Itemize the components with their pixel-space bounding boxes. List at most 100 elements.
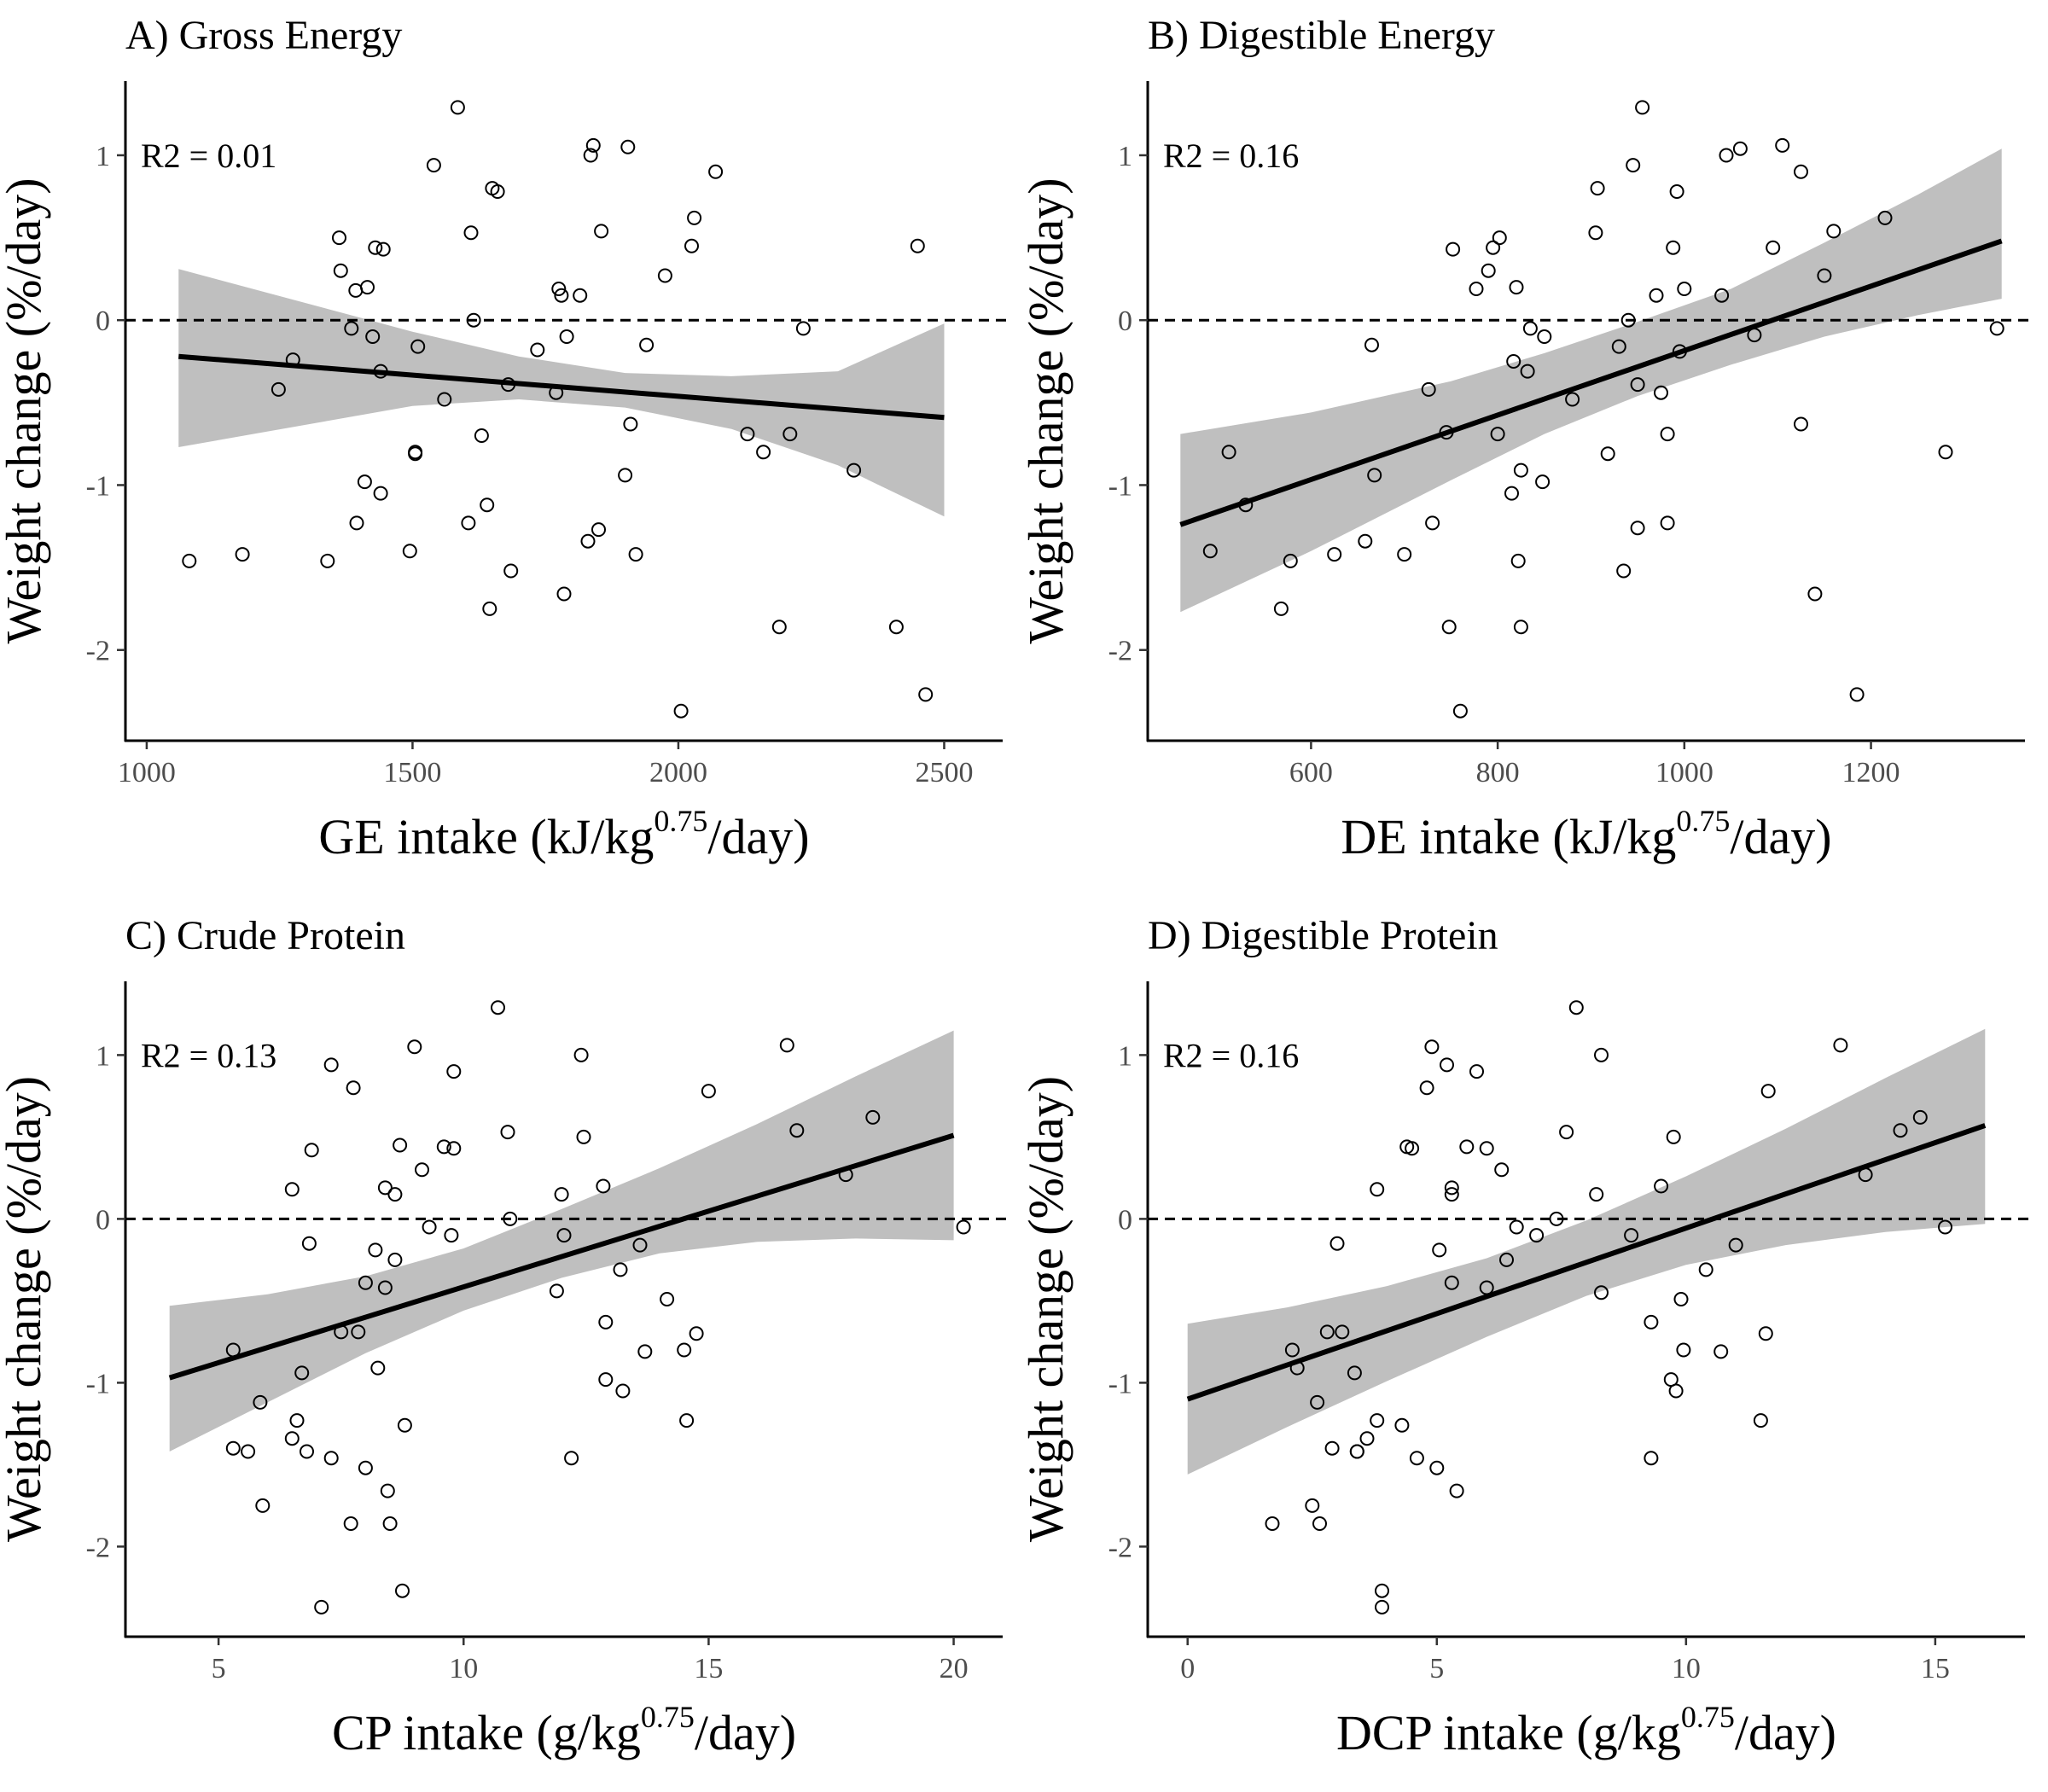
data-point (351, 1324, 366, 1340)
data-point (444, 1228, 459, 1243)
data-point (426, 158, 441, 173)
data-point (284, 1182, 300, 1197)
data-point (556, 586, 572, 602)
data-point (554, 1187, 569, 1202)
data-point (865, 1109, 881, 1125)
data-point (1594, 1047, 1609, 1062)
data-point (1760, 1084, 1776, 1099)
x-tick-label: 0 (1180, 1653, 1195, 1684)
data-point (679, 1413, 695, 1428)
x-tick-label: 15 (694, 1653, 723, 1684)
data-point (1499, 1252, 1514, 1267)
data-point (408, 446, 423, 462)
y-tick-label: -1 (1108, 470, 1132, 502)
panel-b: B) Digestible Energy -2 -1 0 1 600 800 1000 1200… (1018, 13, 2032, 864)
data-point (1728, 1237, 1743, 1253)
data-point (1938, 1219, 1952, 1235)
data-point (1424, 1039, 1440, 1055)
x-tick-label: 5 (1429, 1653, 1444, 1684)
panel-d-title: D) Digestible Protein (1148, 913, 1498, 958)
data-point (1672, 344, 1687, 359)
data-point (573, 288, 588, 303)
data-point (1766, 240, 1781, 255)
data-point (684, 238, 699, 253)
data-point (373, 486, 388, 501)
data-point (1513, 463, 1528, 478)
data-point (300, 1444, 314, 1459)
data-point (1364, 337, 1379, 352)
data-point (437, 392, 452, 407)
data-point (1513, 620, 1528, 635)
data-point (1989, 321, 2004, 336)
data-point (415, 1162, 429, 1178)
data-point (1833, 1038, 1848, 1053)
x-axis-title-main: DE intake (kJ/kg (1341, 809, 1676, 864)
data-point (1367, 468, 1382, 483)
data-point (1446, 241, 1461, 257)
data-point (463, 225, 479, 241)
data-point (1668, 1383, 1684, 1399)
data-point (1654, 1178, 1669, 1194)
data-point (1630, 377, 1645, 393)
data-point (368, 1242, 383, 1258)
data-point (284, 1431, 300, 1446)
data-point (1359, 1431, 1375, 1446)
data-point (956, 1219, 971, 1235)
data-point (491, 1000, 505, 1015)
y-tick-label: 0 (1118, 305, 1132, 337)
data-point (1807, 586, 1823, 602)
x-tick-label: 5 (212, 1653, 226, 1684)
r2-annotation: R2 = 0.16 (1163, 137, 1299, 175)
data-point (466, 312, 481, 328)
y-tick-label: 0 (96, 305, 110, 337)
data-point (436, 1139, 451, 1155)
x-axis-title: DCP intake (g/kg0.75/day) (1336, 1700, 1836, 1760)
data-point (689, 1326, 704, 1341)
data-point (1506, 354, 1521, 369)
y-tick-label: -2 (86, 1532, 110, 1563)
panel-a-title: A) Gross Energy (125, 13, 402, 58)
data-point (1319, 1324, 1335, 1340)
data-point (474, 428, 489, 443)
data-point (1202, 544, 1218, 559)
data-point (387, 1252, 403, 1267)
y-tick-label: -2 (1108, 1532, 1132, 1563)
data-point (289, 1413, 305, 1428)
data-point (241, 1444, 256, 1459)
data-point (1329, 1236, 1345, 1251)
data-point (1486, 240, 1501, 255)
data-point (255, 1498, 271, 1513)
data-point (1429, 1460, 1445, 1475)
data-point (375, 241, 391, 257)
data-point (1449, 1483, 1464, 1498)
data-point (1817, 268, 1832, 283)
data-point (677, 1342, 692, 1358)
data-point (1349, 1444, 1364, 1459)
data-point (1479, 1280, 1494, 1295)
data-point (576, 1129, 591, 1144)
data-point (838, 1167, 853, 1183)
panel-a: A) Gross Energy -2 -1 0 1 1000 1500 2000 2500 R2 … (0, 13, 1009, 864)
data-point (1912, 1109, 1928, 1125)
x-tick-label: 2500 (915, 757, 973, 788)
data-point (1520, 364, 1535, 379)
data-point (1444, 1275, 1459, 1290)
x-tick-label: 15 (1921, 1653, 1950, 1684)
x-tick-label: 800 (1476, 757, 1520, 788)
data-point (549, 1283, 564, 1299)
data-point (1649, 288, 1664, 303)
data-point (501, 377, 516, 393)
x-axis-title: CP intake (g/kg0.75/day) (332, 1700, 796, 1760)
x-tick-label: 1500 (383, 757, 441, 788)
data-point (918, 687, 934, 702)
data-point (1753, 1413, 1768, 1428)
data-point (1676, 1342, 1691, 1358)
data-point (1677, 282, 1692, 296)
data-point (673, 703, 689, 719)
data-point (1826, 224, 1841, 239)
regression-line (168, 1132, 955, 1381)
data-point (500, 1125, 515, 1140)
data-point (564, 1451, 579, 1466)
x-tick-label: 1000 (1655, 757, 1713, 788)
